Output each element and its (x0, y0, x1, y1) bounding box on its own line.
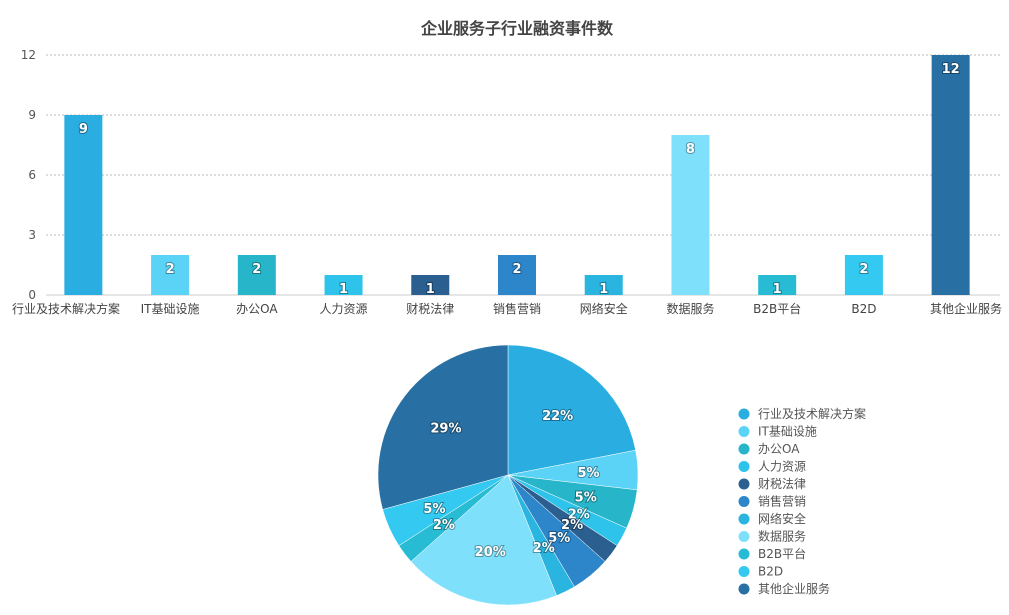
bar (411, 275, 450, 295)
pie-percent-label: 5% (575, 490, 597, 505)
x-tick-label: 财税法律 (406, 302, 454, 316)
legend-label: 数据服务 (758, 529, 806, 544)
pie-percent-label: 2% (561, 518, 583, 533)
legend-marker (738, 531, 750, 542)
pie-slice (507, 344, 636, 476)
pie-slice (377, 344, 509, 510)
y-tick-label: 3 (28, 228, 36, 242)
legend-label: 网络安全 (758, 511, 806, 526)
x-tick-label: IT基础设施 (141, 302, 200, 316)
bar-value-label: 8 (686, 142, 695, 157)
pie-labels: 22%5%5%2%2%5%2%20%2%5%29% (422, 408, 600, 561)
pie-slice (507, 474, 638, 529)
legend-label: 财税法律 (758, 477, 806, 491)
pie-percent-label: 5% (578, 466, 600, 481)
bar (64, 115, 103, 295)
bar (237, 255, 276, 295)
x-tick-label: 数据服务 (666, 301, 714, 316)
legend-label: B2D (758, 565, 783, 579)
pie-slice (507, 474, 627, 547)
legend-marker (738, 426, 750, 437)
bar (671, 135, 710, 295)
bar (151, 255, 190, 295)
bar-x-axis: 行业及技术解决方案 IT基础设施 办公OA 人力资源 财税法律 销售营销 网络安全 数据服务 B… (12, 301, 1002, 316)
pie-slice (382, 474, 509, 547)
legend-marker (738, 566, 750, 577)
legend-label: 办公OA (758, 441, 800, 456)
pie-slice (410, 474, 557, 606)
bar-value-label: 2 (252, 262, 261, 277)
bar-value-label: 12 (942, 62, 960, 77)
bar-value-label: 9 (79, 122, 88, 137)
bar-y-axis: 0 3 6 9 12 (21, 48, 36, 302)
legend-marker (738, 496, 750, 507)
bar (498, 255, 536, 295)
pie-percent-label: 29% (430, 422, 461, 437)
legend-label: IT基础设施 (758, 425, 817, 439)
legend-label: B2B平台 (758, 546, 806, 561)
pie-percent-label: 2% (433, 518, 455, 533)
legend-marker (738, 513, 750, 525)
bar-value-label: 1 (339, 282, 348, 297)
x-tick-label: 人力资源 (320, 302, 368, 316)
pie-slice (398, 474, 509, 562)
legend-marker (738, 461, 750, 472)
x-tick-label: B2D (851, 302, 876, 316)
pie-slice (507, 474, 618, 562)
legend-label: 销售营销 (758, 494, 806, 509)
pie-slice (507, 474, 575, 596)
legend-marker (738, 443, 750, 455)
x-tick-label: B2B平台 (753, 301, 801, 316)
y-tick-label: 0 (28, 288, 36, 302)
legend-label: 行业及技术解决方案 (758, 406, 866, 421)
bar-value-label: 1 (773, 282, 782, 297)
pie-slice (507, 474, 606, 588)
bar (324, 275, 363, 295)
bar (584, 275, 623, 295)
y-tick-label: 12 (21, 48, 36, 62)
bar (758, 275, 797, 295)
pie-slices (377, 344, 639, 606)
x-tick-label: 办公OA (236, 301, 278, 316)
pie-percent-label: 2% (533, 541, 555, 556)
bar-value-label: 2 (512, 262, 521, 277)
legend-marker (738, 583, 750, 595)
x-tick-label: 销售营销 (493, 301, 541, 316)
pie-percent-label: 22% (542, 409, 573, 424)
pie-percent-label: 2% (568, 508, 590, 523)
pie-percent-label: 5% (423, 502, 445, 517)
legend-marker (738, 408, 750, 420)
legend-label: 人力资源 (758, 460, 806, 474)
legend-marker (738, 548, 750, 560)
bar (931, 55, 970, 295)
pie-percent-label: 5% (548, 531, 570, 546)
x-tick-label: 网络安全 (580, 301, 628, 316)
x-tick-label: 其他企业服务 (930, 301, 1002, 316)
bar-value-label: 1 (599, 282, 608, 297)
y-tick-label: 6 (28, 168, 36, 182)
legend-marker (738, 478, 750, 490)
bar-value-label: 1 (426, 282, 435, 297)
legend-label: 其他企业服务 (758, 581, 830, 596)
bar-value-label: 2 (166, 262, 175, 277)
bar (844, 255, 883, 295)
chart-title: 企业服务子行业融资事件数 (420, 19, 614, 38)
bar-value-label: 2 (859, 262, 868, 277)
x-tick-label: 行业及技术解决方案 (12, 301, 120, 316)
pie-percent-label: 20% (475, 545, 506, 560)
y-tick-label: 9 (28, 108, 36, 122)
pie-slice (507, 449, 639, 491)
